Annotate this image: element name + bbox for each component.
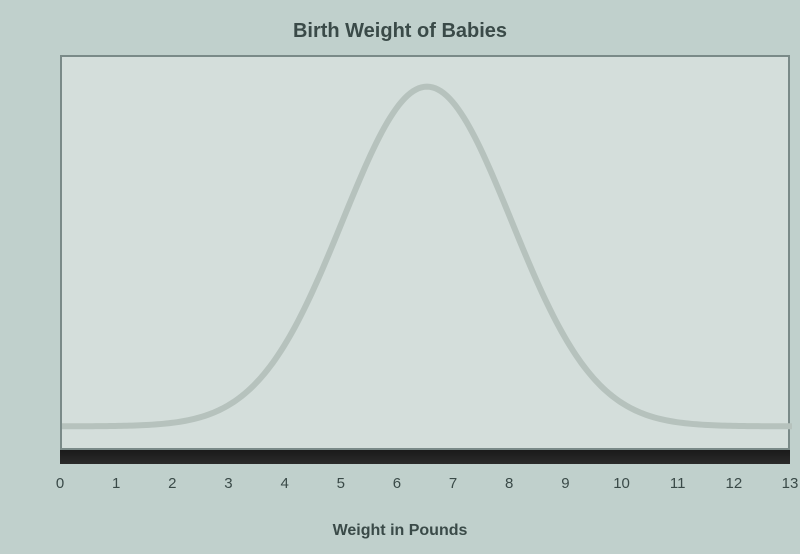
x-tick-label: 13 [782, 475, 799, 492]
x-tick-label: 1 [112, 475, 120, 492]
x-tick-label: 3 [224, 475, 232, 492]
plot-area [60, 55, 790, 450]
x-axis-bar [60, 450, 790, 464]
x-tick-label: 8 [505, 475, 513, 492]
x-tick-label: 2 [168, 475, 176, 492]
chart-container: Birth Weight of Babies Number of Babies … [0, 0, 800, 554]
x-tick-label: 5 [337, 475, 345, 492]
x-tick-label: 0 [56, 475, 64, 492]
x-axis-label: Weight in Pounds [0, 522, 800, 540]
x-tick-label: 10 [613, 475, 630, 492]
x-tick-label: 9 [561, 475, 569, 492]
bell-curve [62, 57, 792, 452]
x-tick-label: 7 [449, 475, 457, 492]
chart-title: Birth Weight of Babies [0, 20, 800, 43]
x-tick-label: 4 [280, 475, 288, 492]
x-tick-label: 12 [726, 475, 743, 492]
x-tick-label: 11 [670, 475, 686, 492]
x-tick-label: 6 [393, 475, 401, 492]
